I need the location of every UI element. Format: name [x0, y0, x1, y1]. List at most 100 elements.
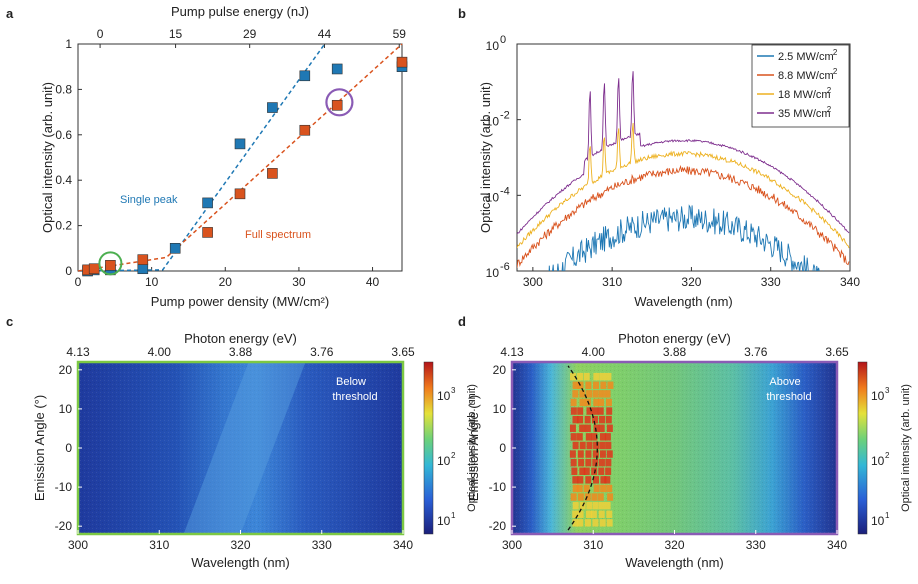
x-tick-label: 310 [602, 275, 622, 289]
x2-tick-label: 44 [318, 27, 332, 41]
colorbar-label: Optical intensity (arb. unit) [466, 384, 478, 512]
spectrum-line [517, 71, 850, 235]
mode-cell [583, 372, 590, 381]
mode-cell [604, 476, 611, 484]
mode-cell [572, 476, 579, 484]
legend-label-sup: 2 [827, 86, 832, 95]
emission-band [183, 362, 306, 534]
x-tick-label: 300 [68, 538, 88, 552]
mode-cell [584, 415, 591, 424]
mode-cell [598, 501, 605, 510]
colorbar-tick-exponent: 3 [451, 386, 456, 395]
y-tick-label: 0.6 [55, 128, 72, 142]
mode-cell [572, 390, 579, 398]
mode-cell [569, 424, 576, 432]
x2-tick-label: 4.13 [66, 345, 90, 359]
mode-cell [599, 415, 606, 424]
mode-cell [606, 519, 613, 527]
mode-cell [586, 390, 593, 398]
mode-cell [593, 424, 600, 432]
annotation-single-peak: Single peak [120, 194, 178, 206]
x2-tick-label: 3.88 [663, 345, 687, 359]
mode-cell [605, 467, 612, 475]
mode-cell [571, 467, 578, 475]
mode-cell [577, 519, 584, 527]
mode-cell [583, 467, 590, 475]
x2-tick-label: 3.76 [310, 345, 334, 359]
mode-cell [570, 433, 577, 441]
x2-tick-label: 3.76 [744, 345, 768, 359]
legend-label: 18 MW/cm [778, 89, 831, 101]
colorbar-tick-exponent: 3 [885, 386, 890, 395]
mode-cell [600, 476, 607, 484]
x2-tick-label: 3.65 [825, 345, 849, 359]
data-point [88, 263, 100, 275]
y-tick-label: 10 [486, 190, 500, 204]
x-tick-label: 20 [219, 275, 233, 289]
highlight-circle [325, 88, 354, 117]
mode-cell [593, 441, 600, 450]
x-tick-label: 0 [75, 275, 82, 289]
data-point [202, 197, 213, 209]
y-tick-label: 10 [493, 402, 507, 416]
mode-cell [572, 415, 579, 424]
legend-label-sup: 2 [827, 105, 832, 114]
mode-cell [604, 501, 611, 510]
x-tick-label: 300 [502, 538, 522, 552]
mode-cell [599, 372, 606, 381]
data-point [234, 188, 246, 200]
y-tick-label: -20 [55, 519, 73, 533]
colorbar [423, 361, 434, 535]
mode-cell [586, 441, 593, 450]
x2-tick-label: 4.13 [500, 345, 524, 359]
data-point [234, 138, 246, 150]
colorbar-tick-label: 10 [437, 389, 451, 403]
x2-tick-label: 59 [393, 27, 407, 41]
data-point [299, 70, 311, 82]
mode-cell [569, 450, 576, 458]
x-tick-label: 330 [761, 275, 781, 289]
mode-cell [591, 467, 598, 475]
mode-cell [585, 458, 592, 467]
mode-cell [605, 415, 612, 424]
y-tick-label: 20 [493, 363, 507, 377]
mode-cell [576, 372, 583, 381]
mode-cell [577, 493, 584, 501]
mode-cell [592, 519, 599, 527]
mode-cell [576, 433, 583, 441]
mode-cell [586, 501, 593, 510]
y-tick-label: 0.2 [55, 219, 72, 233]
mode-cell [598, 390, 605, 398]
x2-tick-label: 4.00 [582, 345, 606, 359]
mode-cell [605, 372, 612, 381]
mode-cell [600, 484, 607, 493]
x2-tick-label: 15 [169, 27, 183, 41]
y-tick-label: 0 [499, 441, 506, 455]
y-tick-label: 20 [59, 363, 73, 377]
y-axis-label: Optical intensity (arb. unit) [40, 82, 55, 233]
x-tick-label: 340 [840, 275, 860, 289]
dispersion-curve [567, 365, 598, 531]
y-tick-exponent: 0 [500, 34, 506, 46]
mode-cell [579, 467, 586, 475]
mode-cell [585, 433, 592, 441]
mode-cell [570, 407, 577, 415]
mode-cell [599, 519, 606, 527]
mode-cell [606, 407, 613, 415]
x-tick-label: 340 [827, 538, 847, 552]
mode-cell [572, 519, 579, 527]
mode-cell [585, 450, 592, 458]
mode-cell [598, 398, 605, 407]
y-tick-label: 0 [65, 441, 72, 455]
annotation-full-spectrum: Full spectrum [245, 229, 311, 241]
panel-a-chart: 0 10 20 30 40 0 15 29 44 59 0 0.2 0.4 0.6 0.8 1 Pump pow… [40, 4, 408, 309]
mode-cell [597, 407, 604, 415]
y-tick-label: 10 [59, 402, 73, 416]
data-point [202, 227, 213, 238]
legend-label: 8.8 MW/cm [778, 70, 834, 82]
mode-cell [572, 501, 579, 510]
x-tick-label: 320 [664, 538, 684, 552]
colorbar-tick-exponent: 1 [885, 511, 890, 520]
x-axis-label: Pump power density (MW/cm²) [151, 294, 329, 309]
